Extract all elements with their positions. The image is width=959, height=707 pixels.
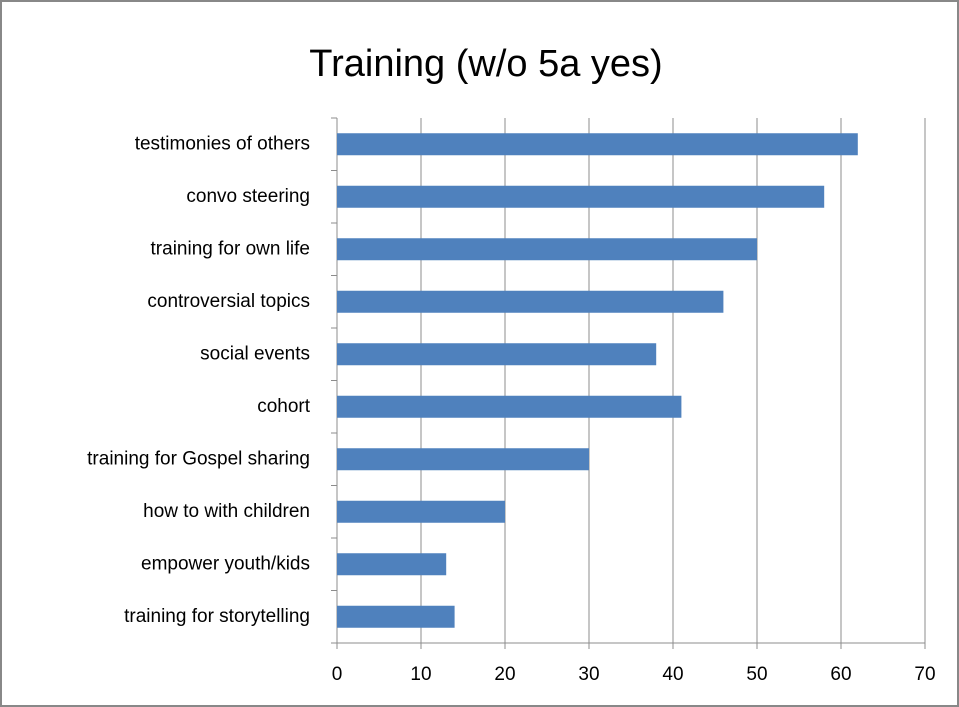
x-tick-label: 60 <box>830 664 851 685</box>
y-tick-label: how to with children <box>143 501 310 522</box>
bar <box>337 290 724 313</box>
bar <box>337 605 455 628</box>
y-tick-label: testimonies of others <box>135 133 310 154</box>
chart-title: Training (w/o 5a yes) <box>309 43 662 85</box>
y-tick-label: social events <box>200 343 310 364</box>
y-tick-label: cohort <box>257 396 311 417</box>
bar <box>337 238 757 261</box>
bar <box>337 553 447 576</box>
y-tick-label: training for storytelling <box>124 606 310 627</box>
x-tick-label: 70 <box>914 664 935 685</box>
bar <box>337 395 682 418</box>
y-tick-label: empower youth/kids <box>141 553 310 574</box>
y-tick-label: training for Gospel sharing <box>87 448 310 469</box>
x-tick-label: 10 <box>410 664 431 685</box>
bar <box>337 448 589 471</box>
bar <box>337 133 858 156</box>
x-tick-label: 40 <box>662 664 683 685</box>
y-tick-label: convo steering <box>186 186 310 207</box>
bar <box>337 185 825 208</box>
y-tick-label: training for own life <box>151 238 310 259</box>
bar <box>337 343 657 366</box>
x-tick-label: 20 <box>494 664 515 685</box>
bar <box>337 500 505 523</box>
x-tick-label: 30 <box>578 664 599 685</box>
y-tick-label: controversial topics <box>147 291 310 312</box>
x-tick-label: 0 <box>332 664 343 685</box>
x-tick-label: 50 <box>746 664 767 685</box>
